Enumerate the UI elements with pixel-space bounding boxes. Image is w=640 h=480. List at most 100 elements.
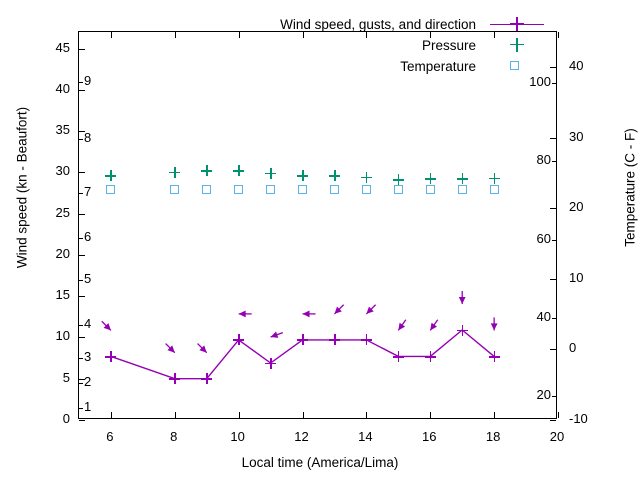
wind-speed-point bbox=[297, 334, 309, 346]
tick-mark bbox=[552, 318, 556, 320]
tick-mark bbox=[79, 89, 85, 91]
y-right-tick-label: 20 bbox=[569, 199, 584, 215]
legend-item-wind: Wind speed, gusts, and direction bbox=[238, 14, 548, 35]
wind-direction-arrow bbox=[490, 317, 498, 331]
y-left-beaufort-label: 4 bbox=[84, 316, 92, 332]
y-left-beaufort-label: 3 bbox=[84, 349, 92, 365]
y-left-beaufort-label: 8 bbox=[84, 130, 92, 146]
x-tick-label: 8 bbox=[170, 429, 178, 444]
tick-mark bbox=[494, 412, 496, 418]
tick-mark bbox=[174, 32, 176, 38]
tick-mark bbox=[430, 32, 432, 38]
wind-speed-point bbox=[360, 334, 372, 346]
x-tick-label: 20 bbox=[549, 429, 565, 444]
x-tick-label: 18 bbox=[485, 429, 501, 444]
tick-mark bbox=[79, 420, 85, 421]
wind-speed-point bbox=[105, 350, 117, 362]
y-left-tick-label: 5 bbox=[62, 369, 70, 385]
temperature-point bbox=[170, 184, 180, 194]
tick-mark bbox=[79, 48, 85, 50]
wind-direction-arrow bbox=[270, 331, 284, 338]
temperature-point bbox=[457, 184, 467, 194]
tick-mark bbox=[302, 412, 304, 418]
legend-label-temperature: Temperature bbox=[400, 59, 476, 74]
legend-label-wind: Wind speed, gusts, and direction bbox=[280, 17, 476, 32]
y-left-beaufort-label: 9 bbox=[84, 72, 92, 88]
y-right-tick-label: 30 bbox=[569, 128, 584, 144]
wind-speed-point bbox=[392, 350, 404, 362]
tick-mark bbox=[550, 278, 556, 280]
temperature-point bbox=[393, 184, 403, 194]
temperature-point bbox=[489, 184, 499, 194]
x-tick-label: 14 bbox=[358, 429, 373, 444]
pressure-point bbox=[392, 174, 404, 186]
wind-direction-arrow bbox=[429, 319, 439, 331]
y-left-tick-label: 0 bbox=[62, 411, 70, 426]
wind-direction-arrow bbox=[238, 310, 252, 318]
tick-mark bbox=[552, 239, 556, 241]
tick-mark bbox=[550, 137, 556, 139]
temperature-point bbox=[298, 184, 308, 194]
tick-mark bbox=[552, 82, 556, 84]
tick-mark bbox=[552, 396, 556, 398]
wind-direction-arrow bbox=[101, 320, 112, 331]
temperature-point bbox=[329, 184, 339, 194]
tick-mark bbox=[550, 208, 556, 210]
pressure-point bbox=[297, 170, 309, 182]
square-marker-icon bbox=[510, 60, 519, 70]
y-left-beaufort-label: 7 bbox=[84, 183, 92, 199]
tick-mark bbox=[550, 67, 556, 69]
tick-mark bbox=[79, 407, 83, 409]
y-right-fahrenheit-label: 40 bbox=[536, 309, 551, 325]
y-right-tick-label: -10 bbox=[569, 411, 588, 426]
y-left-beaufort-label: 1 bbox=[84, 398, 92, 414]
wind-direction-arrow bbox=[165, 343, 176, 354]
pressure-point bbox=[201, 165, 213, 177]
x-tick-label: 10 bbox=[230, 429, 245, 444]
y-right-fahrenheit-label: 60 bbox=[536, 230, 551, 246]
y-left-tick-label: 45 bbox=[55, 39, 70, 55]
y-left-tick-label: 40 bbox=[55, 80, 70, 96]
y-axis-right-title: Temperature (C - F) bbox=[622, 128, 638, 247]
tick-mark bbox=[79, 213, 85, 215]
tick-mark bbox=[558, 32, 559, 38]
x-tick-label: 6 bbox=[106, 429, 114, 444]
chart-legend: Wind speed, gusts, and direction Pressur… bbox=[238, 14, 548, 77]
temperature-point bbox=[266, 184, 276, 194]
tick-mark bbox=[79, 296, 85, 298]
tick-mark bbox=[366, 32, 368, 38]
pressure-point bbox=[488, 172, 500, 184]
tick-mark bbox=[238, 32, 240, 38]
temperature-point bbox=[425, 184, 435, 194]
plus-marker-icon bbox=[510, 16, 524, 31]
wind-speed-point bbox=[169, 373, 181, 385]
tick-mark bbox=[494, 32, 496, 38]
tick-mark bbox=[430, 412, 432, 418]
tick-mark bbox=[79, 192, 83, 194]
tick-mark bbox=[79, 172, 85, 174]
legend-key-pressure bbox=[486, 37, 548, 55]
tick-mark bbox=[79, 139, 83, 141]
tick-mark bbox=[79, 81, 83, 83]
legend-key-wind bbox=[486, 16, 548, 34]
tick-mark bbox=[550, 420, 556, 421]
temperature-point bbox=[361, 184, 371, 194]
tick-mark bbox=[79, 325, 83, 327]
plot-area bbox=[78, 31, 559, 421]
wind-speed-point bbox=[328, 334, 340, 346]
plus-marker-icon bbox=[510, 37, 524, 52]
legend-key-temperature bbox=[486, 58, 548, 76]
wind-speed-point bbox=[424, 350, 436, 362]
tick-mark bbox=[79, 382, 83, 384]
temperature-point bbox=[106, 184, 116, 194]
tick-mark bbox=[79, 279, 83, 281]
y-axis-left-title: Wind speed (kn - Beaufort) bbox=[14, 106, 30, 269]
legend-item-pressure: Pressure bbox=[238, 35, 548, 56]
x-tick-label: 12 bbox=[294, 429, 309, 444]
x-axis-title: Local time (America/Lima) bbox=[241, 455, 399, 470]
wind-speed-point bbox=[233, 334, 245, 346]
tick-mark bbox=[110, 412, 112, 418]
y-right-tick-label: 0 bbox=[569, 340, 577, 356]
tick-mark bbox=[79, 378, 85, 380]
